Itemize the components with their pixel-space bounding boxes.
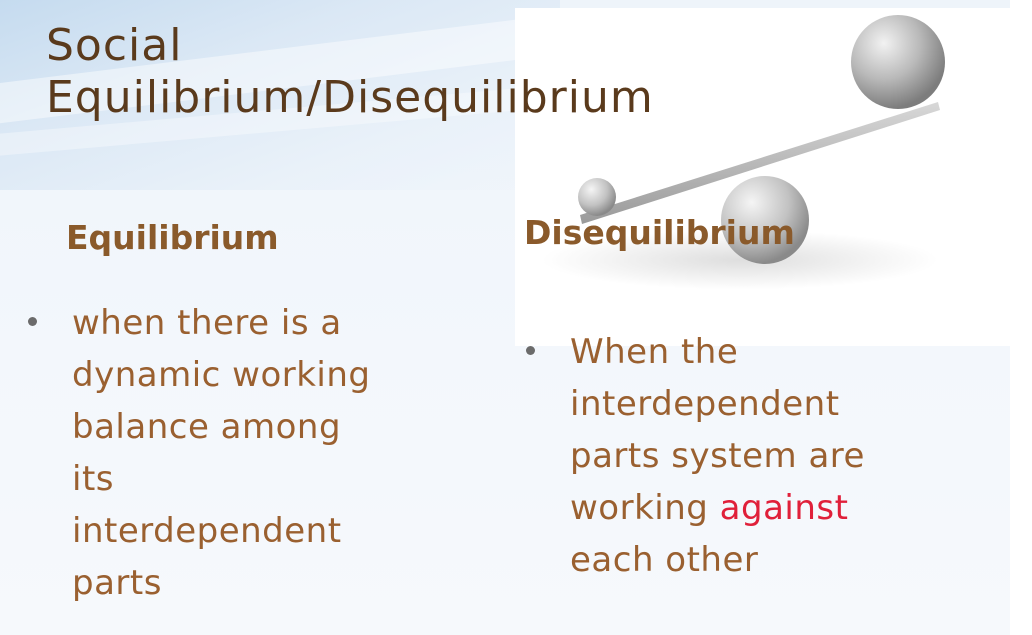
seesaw-plank — [580, 102, 940, 224]
bullet-line: dynamic working — [72, 355, 371, 395]
bullet-line: balance among — [72, 407, 342, 447]
bullet-word: working — [570, 488, 709, 528]
disequilibrium-definition: When the interdependent parts system are… — [570, 326, 990, 586]
accent-word-against: against — [719, 488, 849, 528]
bullet-line: its — [72, 459, 114, 499]
bullet-line: When the — [570, 332, 739, 372]
equilibrium-heading: Equilibrium — [66, 218, 279, 257]
slide-title: Social Equilibrium/Disequilibrium — [46, 20, 654, 124]
title-line-1: Social — [46, 20, 183, 71]
small-sphere — [578, 178, 616, 216]
bullet-line-with-accent: working against — [570, 482, 990, 534]
background-wave — [0, 0, 560, 190]
bullet-line: when there is a — [72, 303, 342, 343]
pivot-sphere — [721, 176, 809, 264]
slide: Social Equilibrium/Disequilibrium Equili… — [0, 0, 1010, 635]
bullet-line: interdependent — [72, 511, 342, 551]
equilibrium-definition: when there is a dynamic working balance … — [72, 297, 492, 609]
bullet-line: interdependent — [570, 384, 840, 424]
bullet-dot-icon — [28, 317, 37, 326]
bullet-dot-icon — [526, 346, 535, 355]
title-line-2: Equilibrium/Disequilibrium — [46, 72, 654, 123]
bullet-line: parts system are — [570, 436, 865, 476]
disequilibrium-heading: Disequilibrium — [524, 213, 795, 252]
bullet-line: each other — [570, 540, 759, 580]
balance-seesaw-image — [578, 15, 945, 264]
bullet-line: parts — [72, 563, 162, 603]
large-sphere — [851, 15, 945, 109]
